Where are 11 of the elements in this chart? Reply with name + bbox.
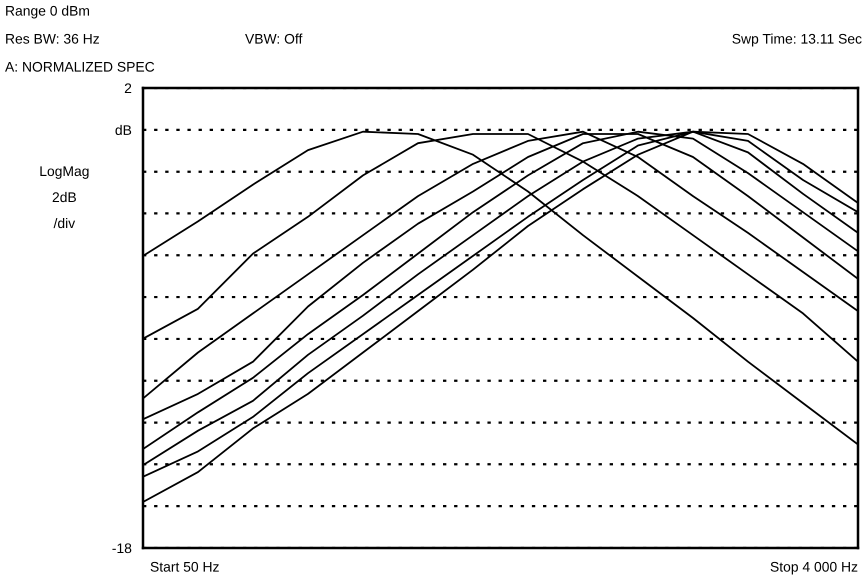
text: VBW: Off [245, 34, 302, 44]
text: Range 0 dBm [6, 6, 90, 18]
y-tick-label: dB [115, 124, 132, 136]
text: Swp Time: 13.11 Sec [732, 34, 862, 46]
y-tick-label: 2 [124, 83, 132, 94]
text: A: NORMALIZED SPEC [5, 62, 154, 72]
text: Res BW: 36 Hz [6, 34, 99, 44]
y-axis-title: LogMag 2dB /div [40, 166, 89, 228]
y-tick-label: -18 [112, 543, 132, 554]
text: Start 50 Hz [150, 562, 219, 572]
text: Stop 4 000 Hz [770, 562, 858, 574]
